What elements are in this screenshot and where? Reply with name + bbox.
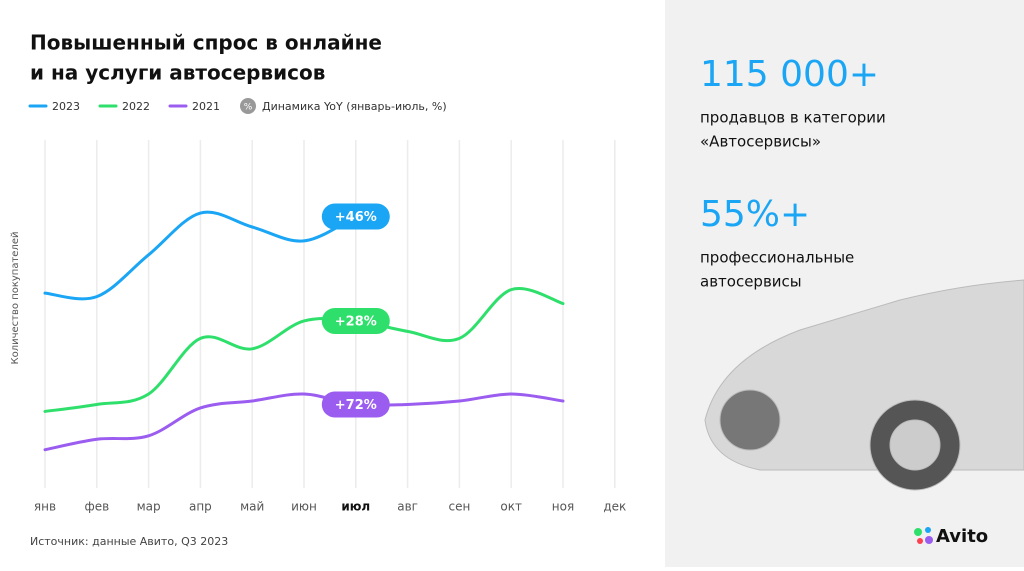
source: Источник: данные Авито, Q3 2023: [30, 535, 228, 548]
x-tick-label: авг: [397, 500, 418, 514]
series-line: [43, 286, 565, 413]
stat-text: автосервисы: [700, 273, 802, 291]
stat-text: «Автосервисы»: [700, 133, 821, 151]
x-tick-label: июн: [291, 500, 317, 514]
stat-text: профессиональные: [700, 249, 854, 267]
car-illustration: [704, 279, 1024, 491]
x-tick-label: ноя: [552, 500, 574, 514]
x-tick-label: июл: [341, 500, 370, 514]
x-tick-label: янв: [34, 500, 56, 514]
side-panel: [665, 0, 1024, 567]
x-tick-label: мар: [137, 500, 161, 514]
legend-note: Динамика YoY (январь-июль, %): [262, 100, 447, 113]
x-tick-label: фев: [84, 500, 109, 514]
x-tick-label: апр: [189, 500, 212, 514]
stat-text: продавцов в категории: [700, 109, 886, 127]
logo: Avito: [936, 526, 988, 547]
badge-bg: [321, 307, 390, 334]
stat-value: 55%+: [700, 194, 810, 235]
badge-bg: [321, 203, 390, 230]
y-axis-label: Количество покупателей: [10, 232, 21, 365]
legend-label: 2023: [52, 100, 80, 113]
x-tick-label: май: [240, 500, 264, 514]
x-tick-label: дек: [603, 500, 626, 514]
title: и на услуги автосервисов: [30, 61, 325, 85]
legend-badge-circle: [240, 98, 256, 114]
title: Повышенный спрос в онлайне: [30, 31, 382, 55]
series-line: [43, 392, 565, 452]
badge: +46%: [335, 210, 377, 225]
badge-bg: [321, 391, 390, 418]
badge: +28%: [335, 314, 377, 329]
legend-badge: %: [244, 103, 253, 113]
x-tick-label: окт: [500, 500, 522, 514]
logo-dots: [914, 527, 933, 544]
legend-label: 2022: [122, 100, 150, 113]
badge: +72%: [335, 398, 377, 413]
legend-label: 2021: [192, 100, 220, 113]
stat-value: 115 000+: [700, 54, 879, 95]
series-line: [43, 210, 358, 301]
x-tick-label: сен: [448, 500, 470, 514]
